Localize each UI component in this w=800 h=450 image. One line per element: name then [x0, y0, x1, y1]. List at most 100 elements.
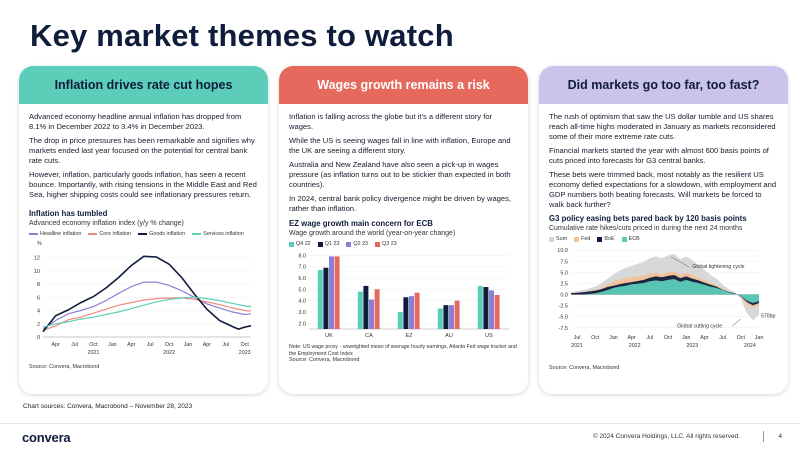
legend-item: Q4 22	[289, 241, 311, 248]
series-line	[42, 296, 252, 328]
x-tick-label: Jul	[147, 342, 154, 348]
x-year-label: 2023	[686, 343, 698, 349]
x-tick-label: Apr	[51, 342, 59, 348]
chart-sources: Chart sources: Convera, Macrobond – Nove…	[23, 403, 193, 410]
x-tick-label: Jan	[682, 335, 691, 341]
markets-card-heading: Did markets go too far, too fast?	[539, 66, 788, 104]
wages-card: Wages growth remains a risk Inflation is…	[279, 66, 528, 394]
y-tick-label: 2.0	[298, 321, 306, 327]
bar	[317, 269, 323, 329]
y-tick-label: 5.0	[298, 287, 306, 293]
bar	[414, 292, 420, 329]
inflation-card: Inflation drives rate cut hopes Advanced…	[19, 66, 268, 394]
legend-label: Sum	[556, 235, 568, 242]
annotation-tightening: Global tightening cycle	[692, 264, 744, 270]
y-tick-label: -5.0	[559, 314, 568, 320]
copyright: © 2024 Convera Holdings, LLC. All rights…	[592, 433, 740, 440]
y-tick-label: 4	[37, 308, 40, 314]
legend-swatch	[375, 241, 381, 247]
footer-separator	[763, 431, 764, 442]
bar	[489, 290, 494, 329]
inflation-source: Source: Convera, Macrobond	[29, 363, 100, 370]
legend-item: Q1 23	[317, 241, 339, 248]
x-tick-label: Jul	[719, 335, 726, 341]
category-label: AU	[445, 333, 453, 339]
series-line	[42, 281, 252, 330]
convera-logo: convera	[22, 430, 71, 445]
wages-chart-title: EZ wage growth main concern for ECB	[289, 219, 433, 229]
legend-item: Q2 23	[346, 241, 368, 248]
legend-swatch	[289, 241, 294, 247]
x-tick-label: Oct	[591, 335, 600, 341]
legend-label: Q4 22	[296, 240, 311, 247]
legend-item: Sum	[549, 236, 567, 243]
wages-paragraph-3: Australia and New Zealand have also seen…	[289, 160, 511, 190]
y-tick-label: 10	[34, 269, 40, 275]
series-line	[42, 297, 252, 331]
legend-label: Headline inflation	[40, 230, 82, 237]
y-tick-label: 4.0	[298, 298, 306, 304]
legend-item: Fed	[574, 236, 590, 243]
x-tick-label: Oct	[165, 342, 174, 348]
legend-item: Q3 23	[375, 241, 397, 248]
inflation-paragraph-3: However, inflation, particularly goods i…	[29, 170, 257, 200]
bar	[369, 299, 374, 329]
y-tick-label: 12	[34, 255, 40, 261]
legend-swatch	[574, 236, 580, 242]
wages-card-heading: Wages growth remains a risk	[279, 66, 528, 104]
bar	[397, 311, 403, 329]
markets-card: Did markets go too far, too fast? The ru…	[539, 66, 788, 394]
x-tick-label: Oct	[89, 342, 98, 348]
markets-chart-subtitle: Cumulative rate hikes/cuts priced in dur…	[549, 225, 743, 233]
y-tick-label: 8.0	[298, 253, 306, 259]
x-tick-label: Oct	[737, 335, 746, 341]
y-tick-label: 7.0	[298, 264, 306, 270]
legend-swatch	[621, 236, 627, 242]
bar	[329, 256, 334, 329]
bar	[409, 295, 414, 329]
legend-label: Services inflation	[203, 230, 244, 237]
x-year-label: 2022	[629, 343, 641, 349]
x-tick-label: Jan	[609, 335, 618, 341]
bar	[334, 256, 340, 329]
bar	[494, 294, 500, 329]
y-tick-label: 0.0	[560, 292, 568, 298]
legend-label: Q3 23	[382, 240, 397, 247]
legend-label: Q2 23	[353, 240, 369, 247]
y-tick-label: 5.0	[560, 270, 568, 276]
footer-divider	[0, 423, 800, 424]
wages-bar-chart: 2.0 3.0 4.0 5.0 6.0 7.0 8.0 UK CA EZ AU US	[298, 253, 509, 339]
y-tick-label: 6.0	[298, 276, 306, 282]
bar	[357, 291, 363, 329]
legend-swatch	[597, 236, 603, 242]
y-tick-label: -7.5	[559, 326, 568, 332]
legend-item: BoE	[597, 236, 615, 243]
bar	[403, 297, 409, 329]
annotation-arrow	[670, 256, 690, 268]
legend-swatch	[549, 236, 554, 242]
wages-chart-legend: Q4 22 Q1 23 Q2 23 Q3 23	[289, 241, 518, 248]
bar	[483, 286, 489, 329]
markets-paragraph-2: Financial markets started the year with …	[549, 146, 769, 166]
series-line	[42, 255, 252, 332]
inflation-paragraph-2: The drop in price pressures has been rem…	[29, 136, 255, 166]
x-tick-label: Jan	[755, 335, 764, 341]
bar	[437, 308, 443, 329]
page-number: 4	[778, 433, 782, 440]
x-year-label: 2021	[571, 343, 583, 349]
y-tick-label: 7.5	[560, 259, 568, 265]
x-tick-label: Jul	[574, 335, 581, 341]
bar	[374, 289, 380, 329]
x-year-label: 2024	[744, 343, 756, 349]
y-tick-label: 2.5	[560, 281, 568, 287]
markets-chart-title: G3 policy easing bets pared back by 120 …	[549, 214, 747, 224]
x-year-label: 2023	[239, 350, 251, 356]
bar	[363, 285, 369, 329]
legend-item: Services inflation	[192, 231, 244, 238]
markets-paragraph-3: These bets were trimmed back, most notab…	[549, 170, 777, 210]
legend-swatch	[29, 233, 38, 236]
markets-paragraph-1: The rush of optimism that saw the US dol…	[549, 112, 776, 142]
legend-swatch	[88, 233, 98, 236]
y-axis-unit: %	[37, 241, 42, 247]
y-tick-label: 6	[37, 295, 40, 301]
